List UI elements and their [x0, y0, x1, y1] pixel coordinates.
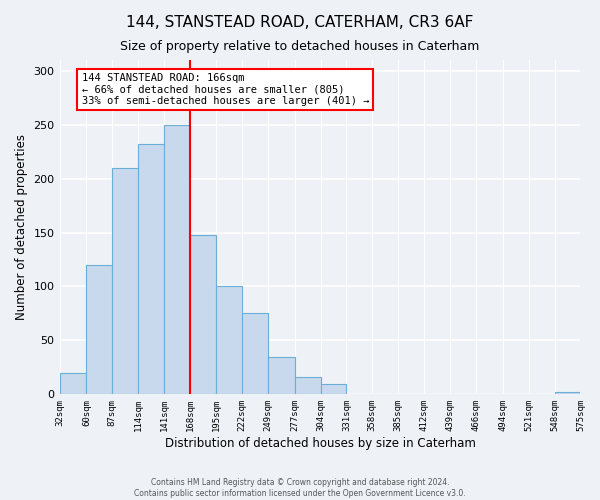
Bar: [295, 377, 320, 394]
Bar: [138, 144, 164, 395]
Text: 144, STANSTEAD ROAD, CATERHAM, CR3 6AF: 144, STANSTEAD ROAD, CATERHAM, CR3 6AF: [127, 15, 473, 30]
Text: 144 STANSTEAD ROAD: 166sqm
← 66% of detached houses are smaller (805)
33% of sem: 144 STANSTEAD ROAD: 166sqm ← 66% of deta…: [82, 73, 369, 106]
Bar: [112, 168, 138, 394]
Bar: [190, 234, 216, 394]
Bar: [268, 356, 295, 395]
Bar: [554, 392, 581, 394]
Bar: [86, 265, 112, 394]
Bar: [320, 384, 346, 394]
Bar: [242, 314, 268, 394]
Bar: [164, 124, 190, 394]
Bar: [216, 286, 242, 395]
Y-axis label: Number of detached properties: Number of detached properties: [15, 134, 28, 320]
Text: Size of property relative to detached houses in Caterham: Size of property relative to detached ho…: [121, 40, 479, 53]
X-axis label: Distribution of detached houses by size in Caterham: Distribution of detached houses by size …: [164, 437, 475, 450]
Text: Contains HM Land Registry data © Crown copyright and database right 2024.
Contai: Contains HM Land Registry data © Crown c…: [134, 478, 466, 498]
Bar: [59, 373, 86, 394]
